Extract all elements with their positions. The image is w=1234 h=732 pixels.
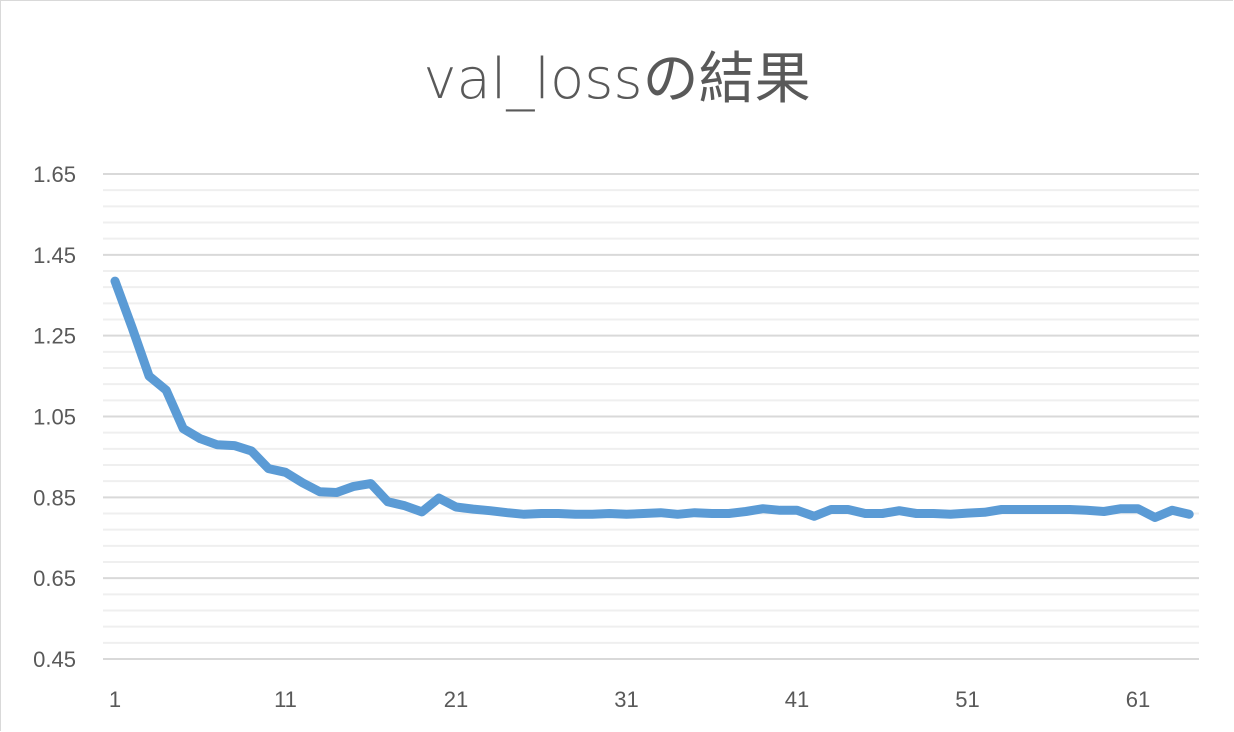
y-tick-label: 1.25	[33, 324, 76, 349]
x-tick-label: 11	[274, 687, 297, 712]
y-tick-label: 1.45	[33, 243, 76, 268]
chart-title: val_lossの結果	[423, 47, 811, 112]
y-tick-label: 1.05	[33, 405, 76, 430]
series-line-0	[110, 276, 1194, 522]
x-tick-label: 51	[955, 687, 979, 712]
x-axis-ticks: 1 11 21 31 41 51 61	[109, 687, 1150, 712]
y-tick-label: 0.45	[33, 647, 76, 672]
x-tick-label: 31	[614, 687, 638, 712]
x-tick-label: 21	[444, 687, 468, 712]
y-tick-label: 0.85	[33, 485, 76, 510]
y-tick-label: 0.65	[33, 566, 76, 591]
grid-lines	[103, 173, 1199, 660]
x-tick-label: 61	[1126, 687, 1150, 712]
x-tick-label: 41	[785, 687, 809, 712]
y-tick-label: 1.65	[33, 162, 76, 187]
series-group	[110, 276, 1194, 522]
y-axis-ticks: 0.45 0.65 0.85 1.05 1.25 1.45 1.65	[33, 162, 76, 672]
x-tick-label: 1	[109, 687, 121, 712]
